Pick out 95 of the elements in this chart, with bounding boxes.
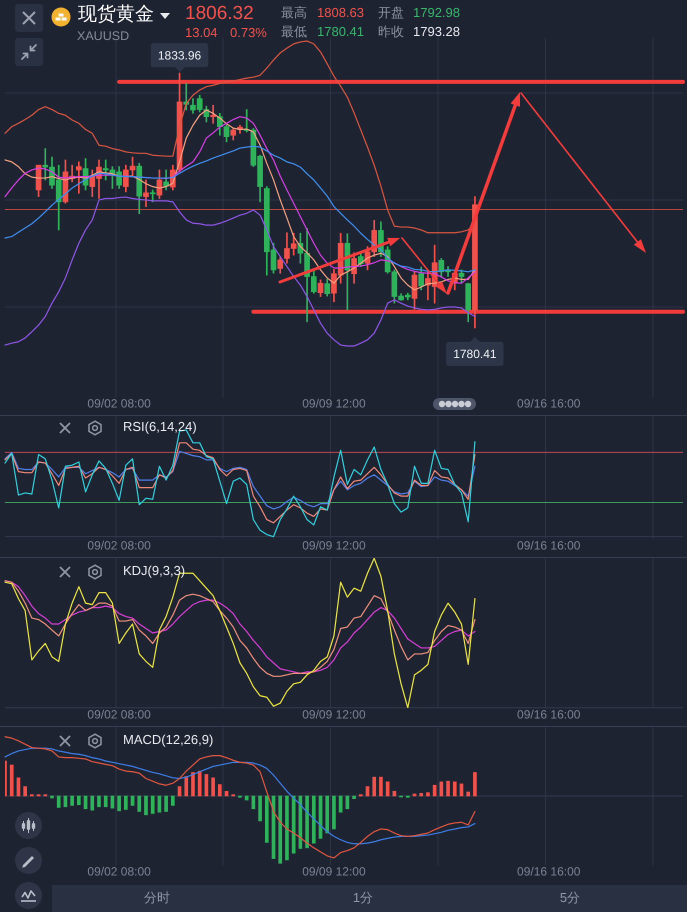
bar [258,796,262,822]
text: 1793.28 [413,24,460,40]
bar [117,796,121,812]
chart-title: 现货黄金 [78,4,154,26]
bar [178,786,182,796]
x-tick-label: 09/16 16:00 [517,708,581,722]
bar [432,784,436,796]
bar [164,796,168,812]
bar [318,796,322,839]
bar [10,764,14,796]
bar [150,796,155,814]
bar [338,796,342,812]
bar [412,794,416,796]
x-tick-label: 09/16 16:00 [517,396,581,411]
bar [64,796,68,808]
bar [77,796,81,806]
bar [426,792,430,796]
x-tick-label: 09/16 16:00 [517,538,581,553]
annotation: 1780.41 [453,347,497,362]
x-tick-label: 09/09 12:00 [302,708,366,722]
bar [305,796,309,848]
bar [392,790,396,796]
text: 最高 [281,5,307,21]
bar [16,778,20,796]
bar [70,796,74,806]
bar [137,796,142,812]
bar [332,796,336,830]
bar [252,796,256,810]
x-tick-label: 09/02 08:00 [87,396,152,411]
x-tick-label: 09/02 08:00 [87,708,152,722]
bar [312,796,316,844]
bar [379,776,383,796]
bar [272,796,276,859]
x-tick-label: 09/09 12:00 [302,396,366,411]
bar [97,796,101,808]
bar [285,796,289,860]
x-tick-label: 09/09 12:00 [302,864,366,879]
bar [170,796,175,806]
chart-subtitle: XAUUSD [77,29,130,44]
bar [50,796,54,798]
bar [372,776,376,796]
bar [298,796,302,849]
x-tick-label: 09/02 08:00 [87,864,152,879]
bar [90,796,94,810]
text: 开盘 [378,5,404,21]
bar [244,796,248,800]
bar [292,796,296,854]
bar [386,782,390,796]
text: 1分 [352,890,374,906]
x-tick-label: 09/02 08:00 [87,538,152,553]
bar [84,796,88,810]
text: 最低 [281,24,307,40]
bar [278,796,282,864]
bar [191,772,195,796]
chart-title: MACD(12,26,9) [123,732,214,748]
bar [184,776,188,796]
bar [104,796,108,808]
bar [264,796,269,843]
text: 13.04 [185,25,218,41]
text: 分时 [144,890,170,906]
bar [460,784,464,796]
bar [130,796,134,806]
bar [158,796,162,812]
bar [452,782,457,796]
bar [466,792,470,796]
x-tick-label: 09/16 16:00 [517,864,581,879]
bar [204,774,208,796]
x-tick-label: 09/09 12:00 [302,538,366,553]
bar [124,796,128,810]
text: 0.73% [230,25,267,41]
bar [144,796,148,816]
bar [211,778,215,796]
chart-title: KDJ(9,3,3) [123,563,186,579]
bar [325,796,330,834]
bar [473,772,477,796]
text: 5分 [560,890,580,906]
bar [110,796,114,808]
bar [446,780,450,796]
bar [23,786,27,796]
text: 1806.32 [185,3,254,25]
bar [352,796,356,800]
bar [440,782,444,796]
text: 1792.98 [413,5,460,21]
bar [56,796,61,808]
bar [218,784,222,796]
bar [346,796,350,810]
text: 昨收 [378,24,404,40]
chart-title: RSI(6,14,24) [123,419,197,435]
text: 1780.41 [317,24,364,40]
bar [224,790,228,796]
bar [198,770,202,796]
annotation: 1833.96 [158,48,202,62]
bar [419,792,424,796]
text: 1808.63 [317,5,364,21]
bar [366,786,370,796]
